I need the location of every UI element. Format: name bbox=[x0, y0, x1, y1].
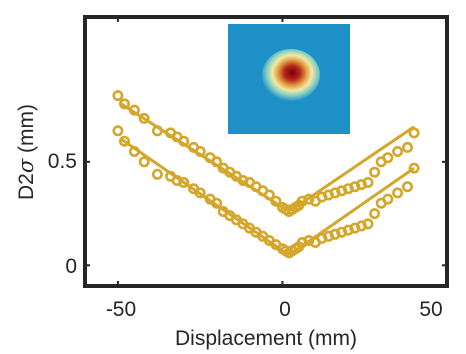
data-point bbox=[401, 141, 413, 153]
data-point bbox=[151, 168, 163, 180]
y-axis-label-unit: (mm) bbox=[15, 104, 38, 159]
data-point bbox=[194, 146, 206, 158]
data-point bbox=[178, 177, 190, 189]
data-point bbox=[263, 189, 275, 201]
data-point bbox=[138, 112, 150, 124]
data-point bbox=[408, 127, 420, 139]
data-point bbox=[211, 156, 223, 168]
data-point bbox=[237, 175, 249, 187]
data-point bbox=[362, 218, 374, 230]
data-points bbox=[112, 90, 420, 259]
data-point bbox=[392, 187, 404, 199]
y-axis-label-main: D2 bbox=[15, 173, 38, 200]
inset-beam-spot bbox=[262, 49, 320, 101]
data-point bbox=[369, 166, 381, 178]
data-point bbox=[382, 152, 394, 164]
data-point bbox=[138, 156, 150, 168]
data-point bbox=[408, 162, 420, 174]
data-point bbox=[112, 125, 124, 137]
data-point bbox=[178, 135, 190, 147]
ytick-label-0-5: 0.5 bbox=[48, 150, 77, 173]
inset-image bbox=[228, 24, 350, 134]
xtick-label-50: 50 bbox=[419, 298, 442, 321]
data-point bbox=[112, 90, 124, 102]
data-point bbox=[128, 146, 140, 158]
data-point bbox=[369, 208, 381, 220]
ytick-label-0: 0 bbox=[65, 255, 77, 278]
data-point bbox=[362, 177, 374, 189]
xtick-label-0: 0 bbox=[279, 298, 291, 321]
data-point bbox=[194, 187, 206, 199]
plot-box bbox=[83, 15, 449, 288]
data-point bbox=[382, 193, 394, 205]
xtick-label-neg50: -50 bbox=[106, 298, 136, 321]
data-point bbox=[128, 104, 140, 116]
data-point bbox=[211, 197, 223, 209]
data-point bbox=[119, 135, 131, 147]
data-point bbox=[119, 98, 131, 110]
x-axis-label: Displacement (mm) bbox=[175, 327, 357, 350]
data-point bbox=[401, 181, 413, 193]
data-point bbox=[392, 146, 404, 158]
axis-ticks bbox=[85, 17, 448, 286]
y-axis-label-symbol: σ bbox=[14, 158, 38, 173]
y-axis-label: D2σ (mm) bbox=[14, 104, 38, 200]
data-point bbox=[151, 125, 163, 137]
data-point bbox=[270, 195, 282, 207]
